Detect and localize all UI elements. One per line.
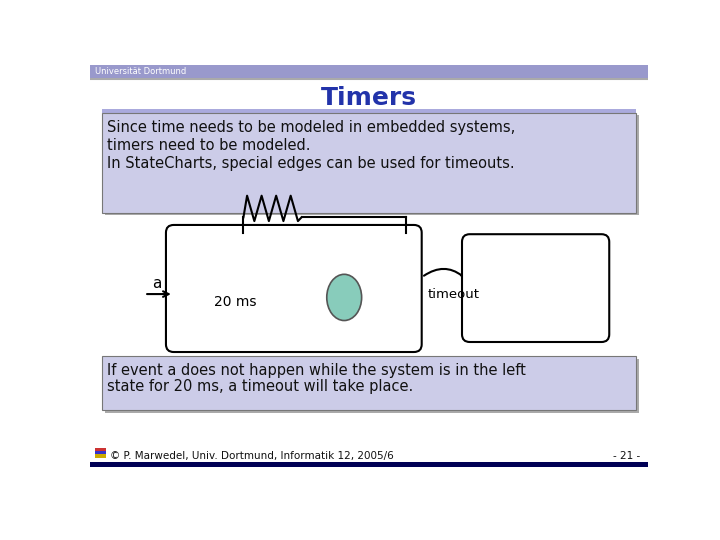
Bar	[104, 115, 639, 215]
Text: a: a	[152, 276, 161, 291]
Text: timers need to be modeled.: timers need to be modeled.	[107, 138, 310, 153]
Text: timeout: timeout	[428, 288, 480, 301]
Bar	[90, 65, 648, 79]
Bar	[94, 448, 106, 451]
Text: If event a does not happen while the system is in the left: If event a does not happen while the sys…	[107, 363, 526, 378]
Bar	[102, 356, 636, 410]
Text: Universität Dortmund: Universität Dortmund	[96, 68, 186, 76]
Text: state for 20 ms, a timeout will take place.: state for 20 ms, a timeout will take pla…	[107, 379, 413, 394]
Bar	[94, 451, 106, 455]
FancyBboxPatch shape	[462, 234, 609, 342]
Bar	[94, 455, 106, 457]
Ellipse shape	[327, 274, 361, 321]
Bar	[102, 109, 636, 112]
Bar	[104, 359, 639, 413]
Text: © P. Marwedel, Univ. Dortmund, Informatik 12, 2005/6: © P. Marwedel, Univ. Dortmund, Informati…	[110, 451, 394, 461]
Bar	[90, 462, 648, 467]
FancyArrowPatch shape	[424, 269, 462, 276]
Bar	[102, 112, 636, 213]
Text: 20 ms: 20 ms	[215, 295, 257, 309]
Text: Since time needs to be modeled in embedded systems,: Since time needs to be modeled in embedd…	[107, 120, 516, 136]
Text: In StateCharts, special edges can be used for timeouts.: In StateCharts, special edges can be use…	[107, 156, 515, 171]
Text: - 21 -: - 21 -	[613, 451, 640, 461]
Text: Timers: Timers	[321, 86, 417, 110]
FancyBboxPatch shape	[166, 225, 422, 352]
